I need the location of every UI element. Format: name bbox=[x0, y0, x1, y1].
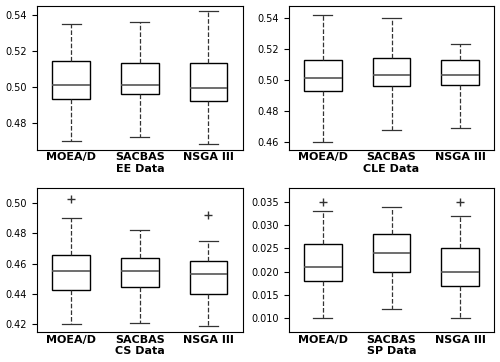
PathPatch shape bbox=[52, 255, 90, 290]
PathPatch shape bbox=[372, 235, 410, 272]
PathPatch shape bbox=[121, 258, 158, 287]
PathPatch shape bbox=[190, 63, 228, 101]
PathPatch shape bbox=[304, 244, 342, 281]
PathPatch shape bbox=[52, 62, 90, 99]
PathPatch shape bbox=[372, 58, 410, 86]
PathPatch shape bbox=[304, 60, 342, 91]
PathPatch shape bbox=[190, 261, 228, 294]
PathPatch shape bbox=[121, 63, 158, 94]
PathPatch shape bbox=[442, 60, 479, 85]
PathPatch shape bbox=[442, 248, 479, 286]
